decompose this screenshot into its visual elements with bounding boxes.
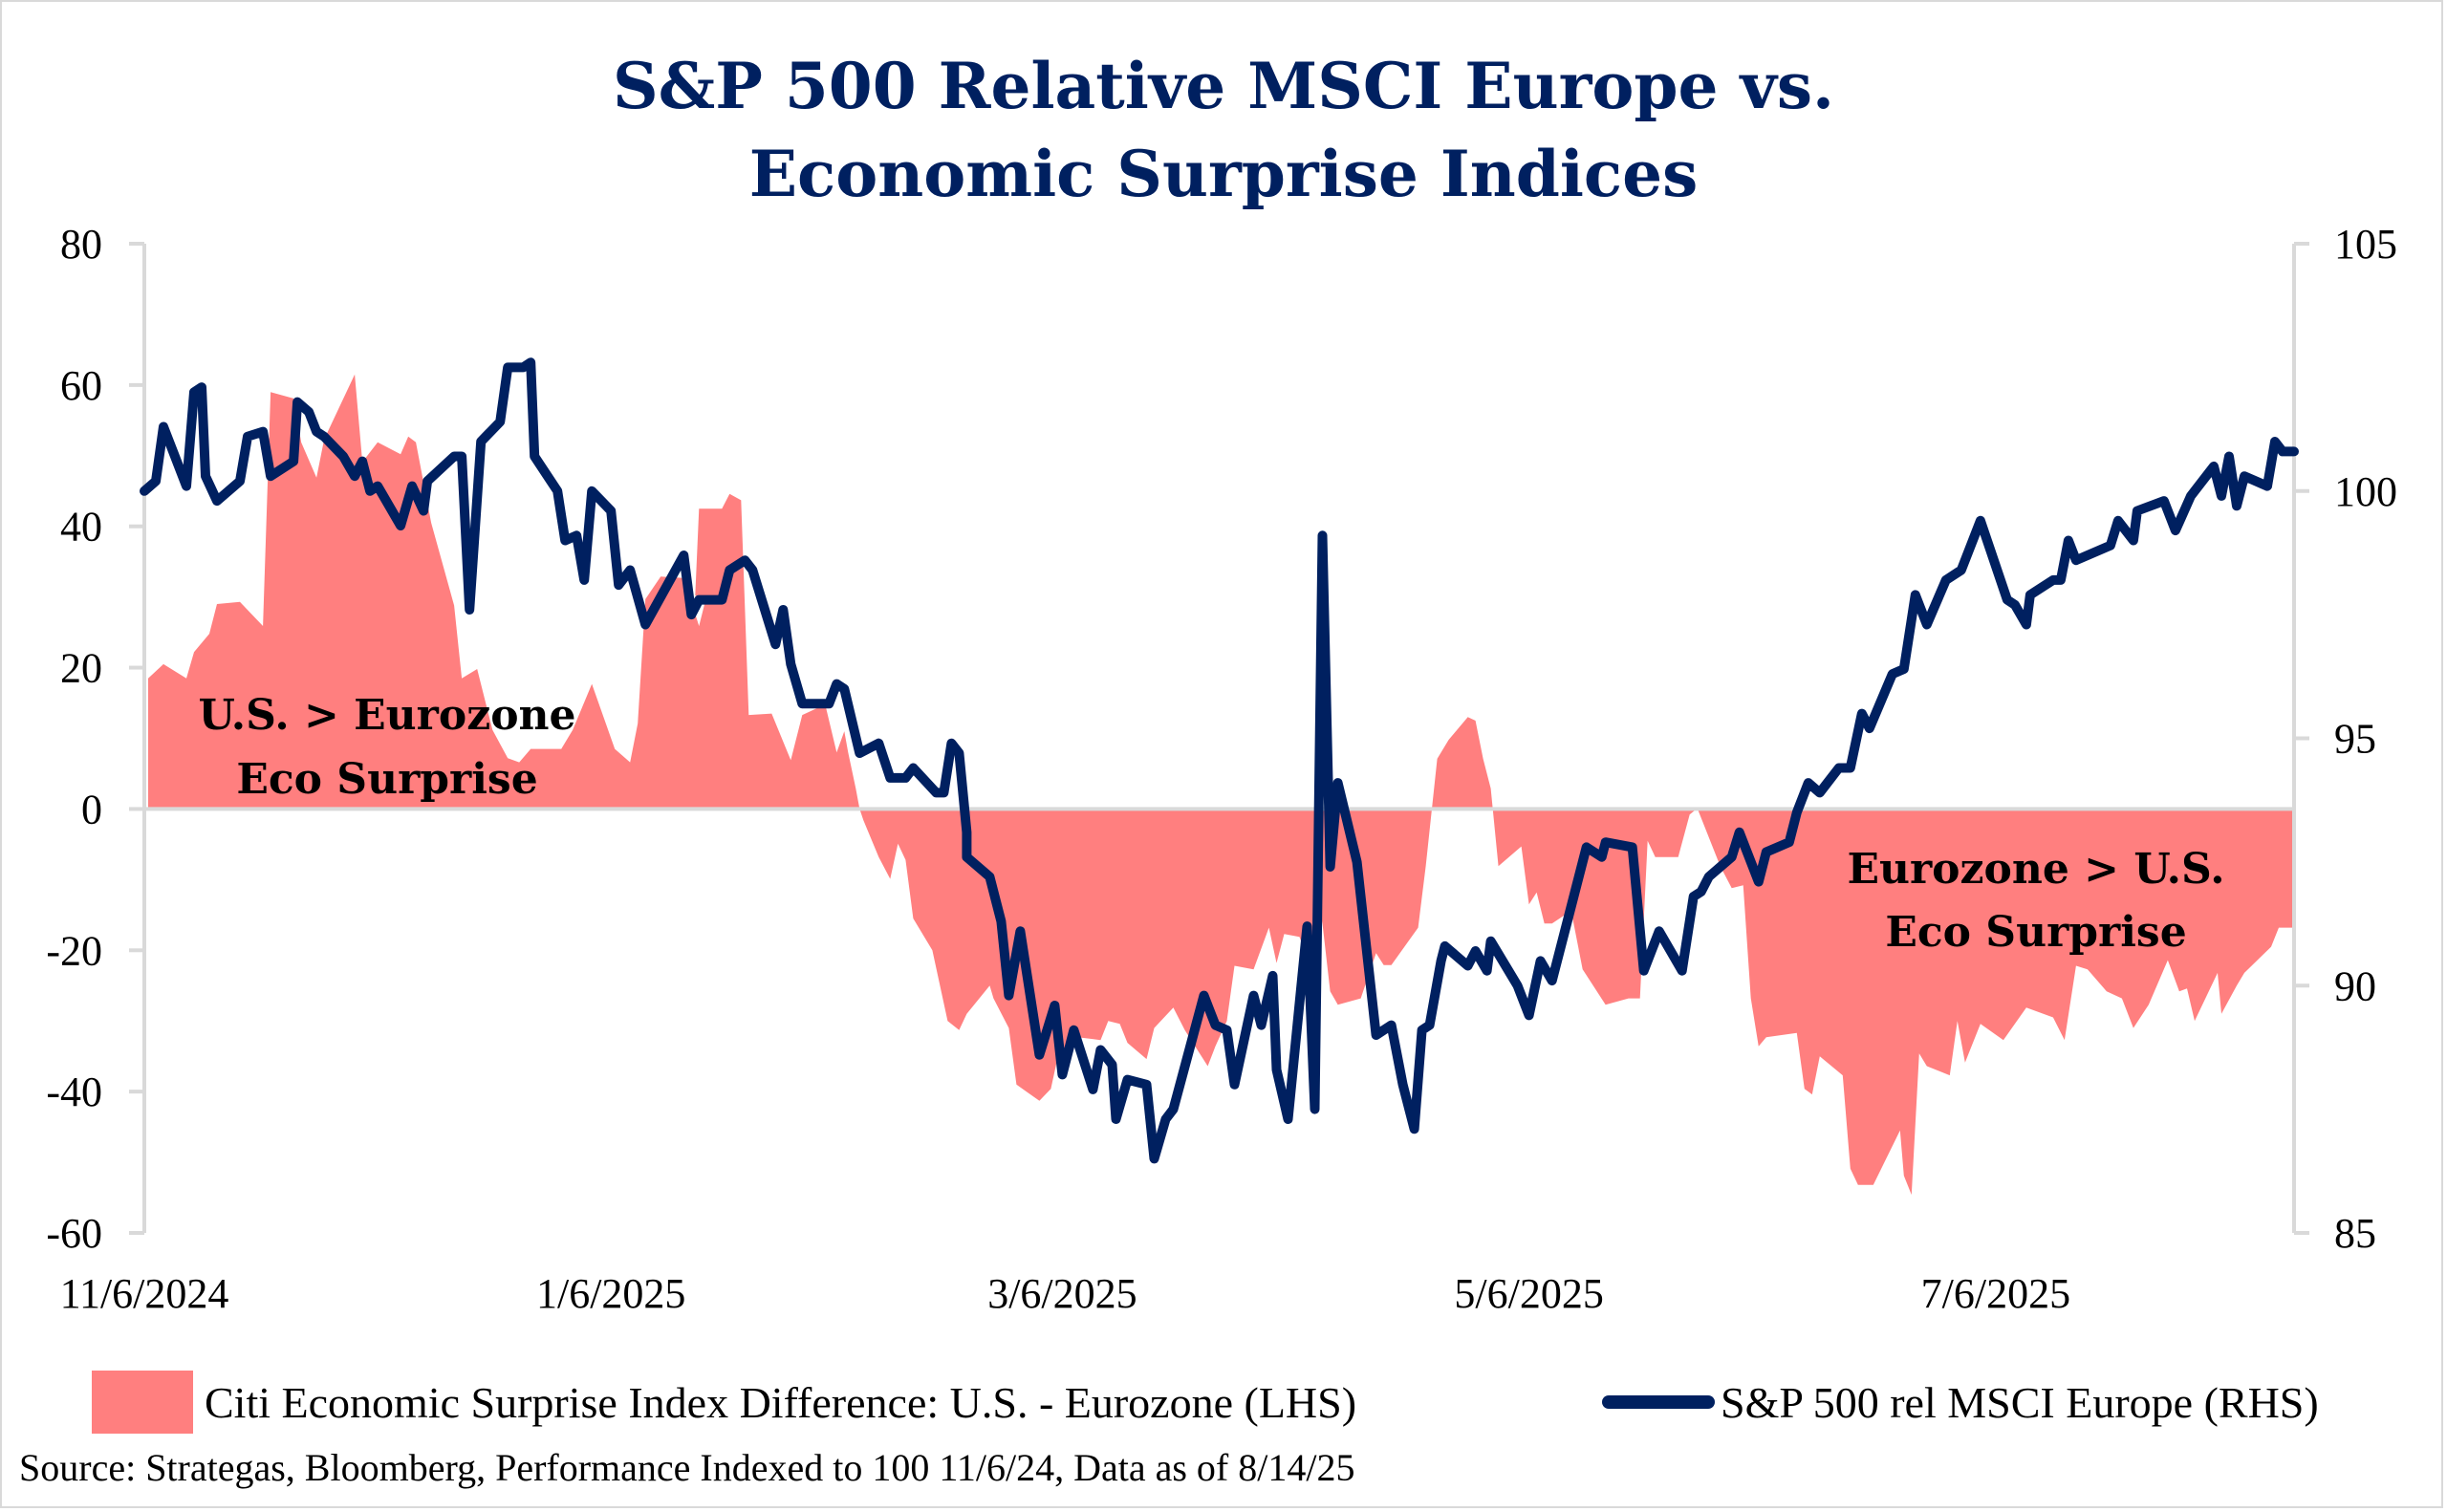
chart-title-line-1: S&P 500 Relative MSCI Europe vs. — [613, 49, 1834, 123]
legend-swatch-area — [92, 1371, 193, 1434]
right-tick-label: 105 — [2334, 221, 2397, 268]
x-tick-label: 3/6/2025 — [987, 1270, 1137, 1317]
annotation-eurozone-gt-us-line-2: Eco Surprise — [1885, 908, 2186, 957]
line-series-sp500-rel-europe — [140, 357, 2299, 1164]
left-tick-label: 80 — [60, 221, 102, 268]
left-tick-label: -60 — [46, 1210, 102, 1257]
legend-item-area: Citi Economic Surprise Index Difference:… — [92, 1369, 1356, 1436]
line-layer — [140, 357, 2299, 1164]
axes-layer — [129, 242, 2309, 1235]
right-tick-label: 95 — [2334, 716, 2376, 763]
left-tick-label: 20 — [60, 645, 102, 692]
area-layer — [148, 374, 2294, 1196]
x-tick-label: 7/6/2025 — [1921, 1270, 2070, 1317]
right-tick-label: 85 — [2334, 1210, 2376, 1257]
label-layer: U.S. > Eurozone Eco Surprise Eurozone > … — [46, 221, 2397, 1317]
annotation-us-gt-eurozone-line-1: U.S. > Eurozone — [198, 691, 575, 740]
right-tick-label: 100 — [2334, 468, 2397, 515]
left-tick-label: 0 — [81, 786, 102, 832]
left-tick-label: 40 — [60, 504, 102, 551]
chart-title: S&P 500 Relative MSCI Europe vs. Economi… — [0, 42, 2447, 218]
annotation-eurozone-gt-us-line-1: Eurozone > U.S. — [1847, 845, 2224, 894]
legend-label-line: S&P 500 rel MSCI Europe (RHS) — [1721, 1377, 2319, 1427]
left-tick-label: 60 — [60, 362, 102, 409]
x-tick-label: 11/6/2024 — [60, 1270, 229, 1317]
annotation-us-gt-eurozone-line-2: Eco Surprise — [236, 755, 537, 804]
left-tick-label: -40 — [46, 1069, 102, 1115]
legend-label-area: Citi Economic Surprise Index Difference:… — [205, 1377, 1357, 1427]
legend-swatch-line — [1602, 1395, 1715, 1409]
legend-item-line: S&P 500 rel MSCI Europe (RHS) — [1602, 1369, 2319, 1436]
left-tick-label: -20 — [46, 927, 102, 974]
legend: Citi Economic Surprise Index Difference:… — [0, 1369, 2447, 1436]
x-tick-label: 1/6/2025 — [536, 1270, 685, 1317]
chart-title-line-2: Economic Surprise Indices — [748, 137, 1699, 211]
source-note: Source: Strategas, Bloomberg, Performanc… — [19, 1446, 1355, 1489]
right-tick-label: 90 — [2334, 962, 2376, 1009]
x-tick-label: 5/6/2025 — [1454, 1270, 1603, 1317]
area-series-surprise-diff — [148, 374, 2294, 1196]
